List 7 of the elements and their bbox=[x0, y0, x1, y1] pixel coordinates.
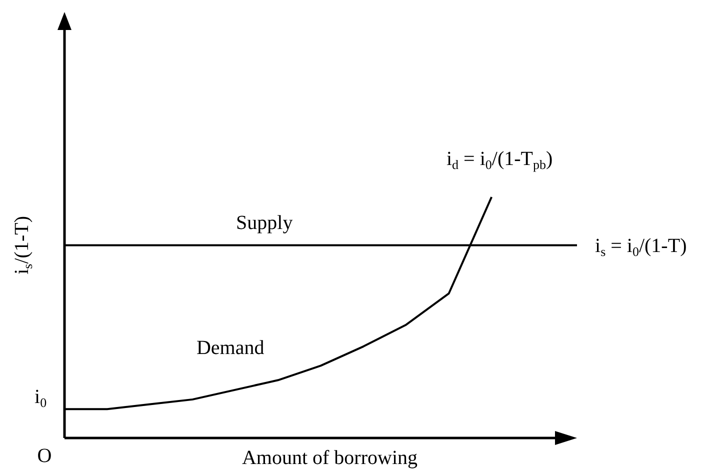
x-axis-title: Amount of borrowing bbox=[242, 447, 418, 469]
series-label: Demand bbox=[196, 336, 264, 359]
text: i$_{0}$ bbox=[34, 386, 47, 410]
ref-line-label: Supply bbox=[236, 212, 293, 234]
text: i$_{s}$ = i$_{0}$/(1-T) bbox=[595, 235, 687, 260]
text: i$_{d}$ = i$_{0}$/(1-T$_{pb}$) bbox=[446, 148, 553, 172]
text: O bbox=[37, 445, 52, 467]
